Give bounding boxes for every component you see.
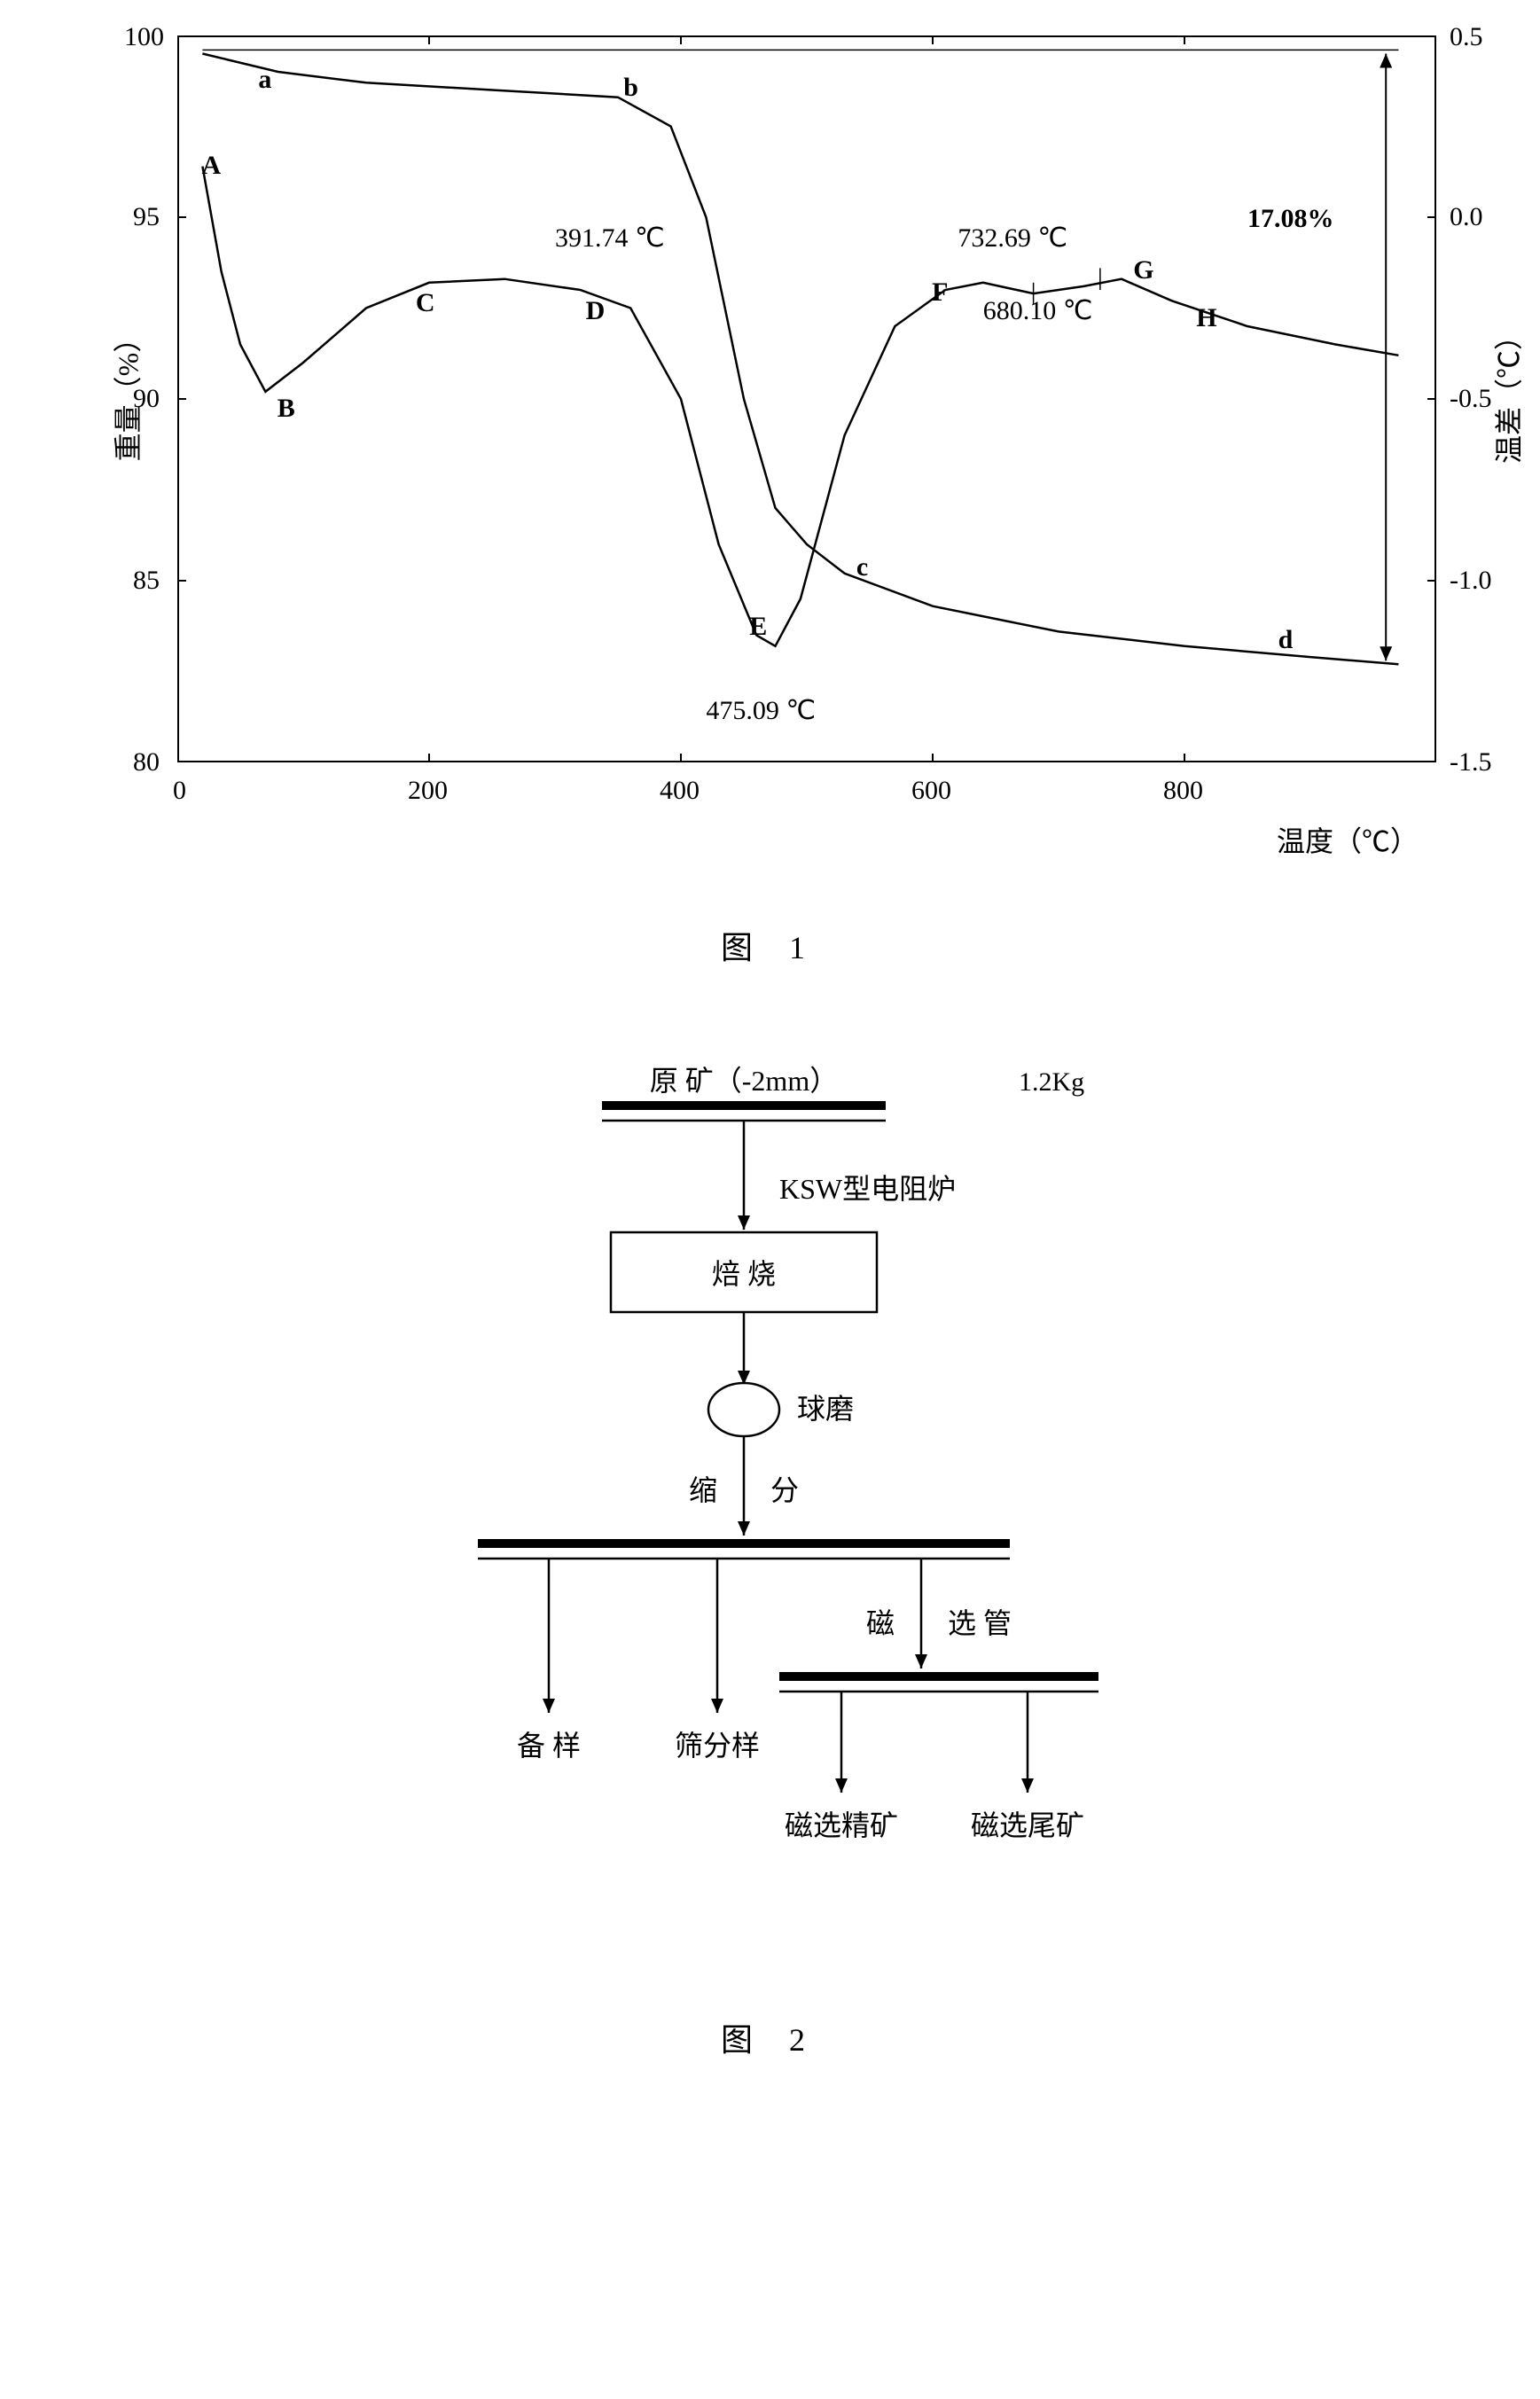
figure-2: 原 矿（-2mm） 1.2Kg KSW型电阻炉焙 烧球磨缩 分磁 选 管备 样 筛分样磁选… [371,1057,1169,2060]
annotation-0: 391.74 ℃ [555,223,665,254]
chart-area: 重量（%） 温差（℃） 温度（℃） 100 95 90 85 80 0.5 0.… [106,35,1489,887]
dta-label-E: E [749,612,767,642]
flowchart-svg: 原 矿（-2mm） 1.2Kg KSW型电阻炉焙 烧球磨缩 分磁 选 管备 样 筛分样磁选… [371,1057,1169,1961]
svg-text:分: 分 [770,1474,799,1506]
svg-text:磁选尾矿: 磁选尾矿 [970,1809,1083,1841]
dta-label-H: H [1196,303,1216,333]
svg-text:KSW型电阻炉: KSW型电阻炉 [779,1173,956,1205]
chart-svg [177,35,1436,762]
y-left-tick-85: 85 [133,566,160,596]
svg-text:选 管: 选 管 [948,1607,1012,1639]
figure1-caption: 图 1 [53,922,1487,968]
svg-text:原 矿（-2mm）: 原 矿（-2mm） [649,1065,837,1097]
y-right-label: 温差（℃） [1487,322,1528,464]
x-tick-600: 600 [911,776,951,806]
svg-text:球磨: 球磨 [797,1393,854,1425]
svg-text:缩: 缩 [688,1474,716,1506]
y-right-tick--0.5: -0.5 [1450,384,1492,414]
svg-text:备 样: 备 样 [516,1730,580,1762]
svg-text:磁选精矿: 磁选精矿 [784,1809,897,1841]
dta-label-A: A [202,151,222,181]
tg-label-b: b [623,73,638,103]
tg-label-a: a [258,65,271,95]
figure2-caption: 图 2 [371,2014,1169,2060]
annotation-1: 475.09 ℃ [706,695,816,726]
dta-label-D: D [586,296,606,326]
dta-label-G: G [1133,255,1153,285]
y-right-tick-0.0: 0.0 [1450,202,1483,232]
annotation-2: 732.69 ℃ [958,223,1067,254]
tg-label-d: d [1278,625,1294,655]
y-left-tick-80: 80 [133,747,160,778]
x-tick-200: 200 [408,776,448,806]
svg-text:1.2Kg: 1.2Kg [1019,1067,1084,1097]
x-tick-400: 400 [660,776,700,806]
x-tick-800: 800 [1163,776,1203,806]
x-axis-label: 温度（℃） [1277,819,1419,860]
dta-label-C: C [416,288,435,318]
annotation-4: 17.08% [1247,204,1334,234]
y-right-tick--1.5: -1.5 [1450,747,1492,778]
figure-1: 重量（%） 温差（℃） 温度（℃） 100 95 90 85 80 0.5 0.… [53,35,1487,968]
svg-text:磁: 磁 [865,1607,894,1639]
annotation-3: 680.10 ℃ [983,295,1093,326]
dta-label-B: B [278,394,295,424]
svg-text:筛分样: 筛分样 [674,1730,759,1762]
y-right-tick-0.5: 0.5 [1450,22,1483,52]
svg-text:焙 烧: 焙 烧 [711,1258,775,1290]
dta-label-F: F [932,277,948,308]
y-left-tick-90: 90 [133,384,160,414]
y-left-tick-100: 100 [124,22,164,52]
y-left-tick-95: 95 [133,202,160,232]
y-right-tick--1.0: -1.0 [1450,566,1492,596]
x-tick-0: 0 [173,776,186,806]
tg-label-c: c [856,552,868,582]
